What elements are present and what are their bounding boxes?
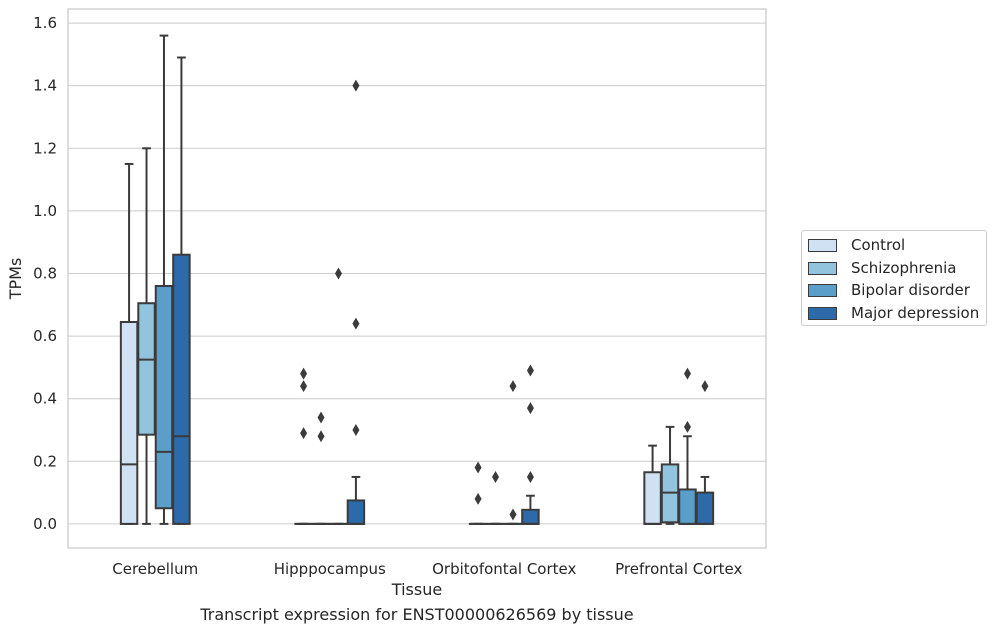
y-tick-label: 0.2 (33, 452, 57, 470)
legend-label-bipolar-disorder: Bipolar disorder (851, 281, 970, 299)
outlier-marker (526, 470, 534, 483)
box-3-3 (695, 491, 715, 525)
outlier-marker (352, 79, 360, 92)
legend: Control Schizophrenia Bipolar disorder M… (801, 230, 987, 326)
y-tick-label: 1.2 (33, 139, 57, 157)
legend-item-bipolar-disorder: Bipolar disorder (808, 280, 970, 300)
outlier-marker (701, 380, 709, 393)
outlier-marker (526, 364, 534, 377)
legend-label-schizophrenia: Schizophrenia (851, 259, 957, 277)
legend-swatch-major-depression (808, 306, 837, 320)
outlier-marker (526, 402, 534, 415)
outlier-marker (300, 367, 308, 380)
box-2-3 (678, 488, 697, 525)
outlier-marker (334, 267, 342, 280)
box-1-0 (137, 302, 156, 436)
y-tick-label: 0.8 (33, 264, 57, 282)
outlier-marker (352, 317, 360, 330)
legend-label-control: Control (851, 236, 906, 254)
y-tick-label: 1.0 (33, 202, 57, 220)
outlier-marker (300, 427, 308, 440)
outlier-marker (474, 461, 482, 474)
box-0-3 (643, 471, 662, 525)
x-tick-label: Orbitofontal Cortex (432, 560, 576, 578)
box-3-0 (172, 253, 191, 525)
legend-swatch-schizophrenia (808, 261, 837, 275)
outlier-marker (300, 380, 308, 393)
x-tick-label: Hipppocampus (274, 560, 386, 578)
outlier-marker (474, 492, 482, 505)
legend-item-schizophrenia: Schizophrenia (808, 258, 956, 278)
x-tick-label: Cerebellum (112, 560, 198, 578)
legend-label-major-depression: Major depression (851, 304, 980, 322)
box-3-2 (521, 508, 540, 525)
y-tick-label: 1.4 (33, 77, 57, 95)
outlier-marker (683, 367, 691, 380)
box-2-0 (154, 285, 174, 510)
x-tick-label: Prefrontal Cortex (615, 560, 742, 578)
outlier-marker (492, 470, 500, 483)
outlier-marker (509, 380, 517, 393)
outlier-marker (317, 430, 325, 443)
box-3-1 (346, 499, 366, 525)
legend-item-major-depression: Major depression (808, 303, 979, 323)
outlier-marker (509, 508, 517, 521)
legend-swatch-bipolar-disorder (808, 283, 837, 297)
y-tick-label: 0.0 (33, 515, 57, 533)
y-tick-label: 0.6 (33, 327, 57, 345)
y-tick-label: 0.4 (33, 390, 57, 408)
outlier-marker (317, 411, 325, 424)
box-0-0 (119, 321, 139, 525)
y-axis-label: TPMs (6, 258, 25, 301)
legend-swatch-control (808, 238, 837, 252)
x-axis-label: Tissue (391, 580, 442, 599)
outlier-marker (352, 423, 360, 436)
legend-item-control: Control (808, 235, 905, 255)
plot-frame (67, 8, 767, 549)
outlier-marker (683, 420, 691, 433)
figure-caption: Transcript expression for ENST0000062656… (200, 605, 634, 624)
y-tick-label: 1.6 (33, 14, 57, 32)
